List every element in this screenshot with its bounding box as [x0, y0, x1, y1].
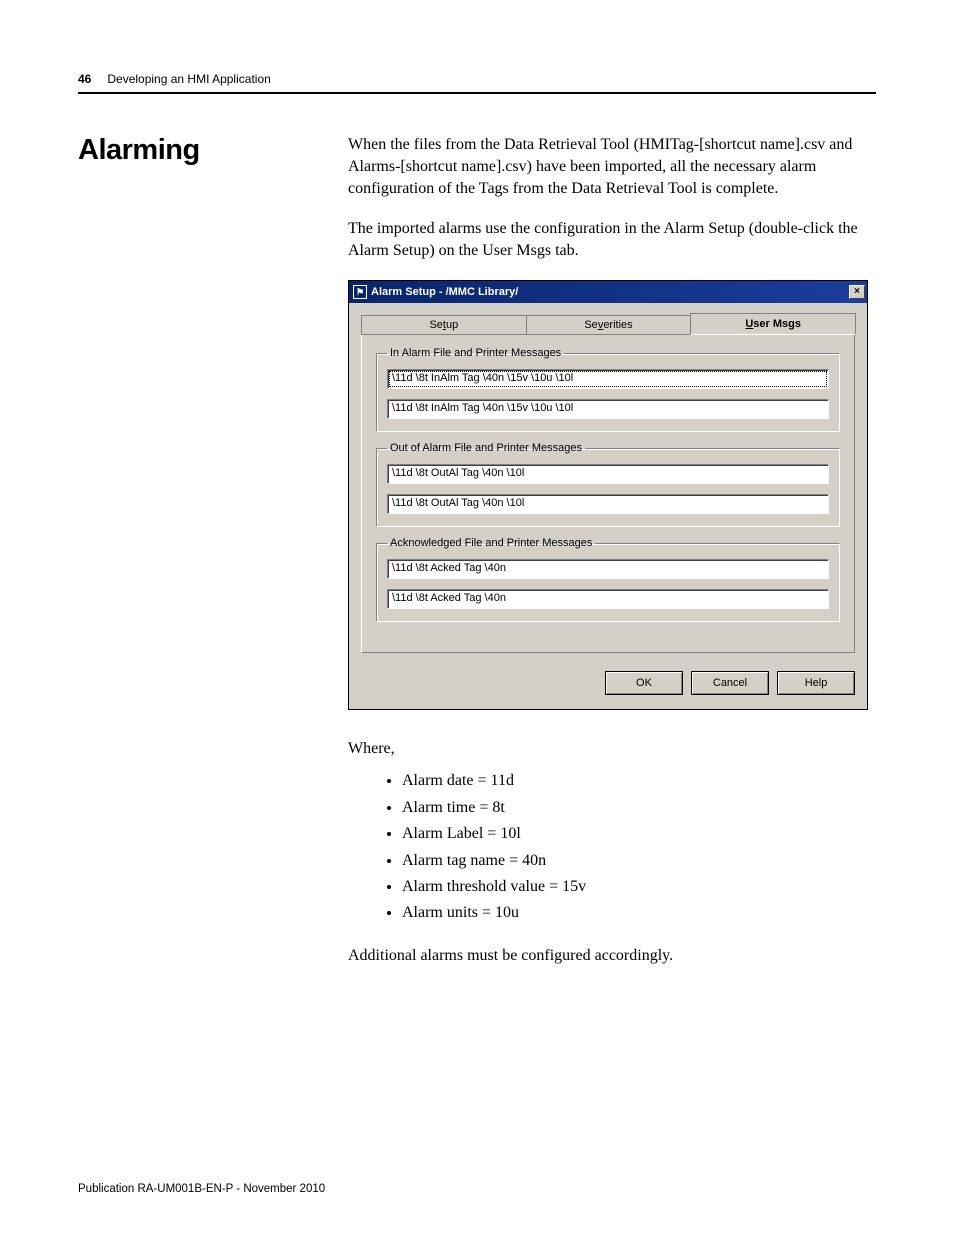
alarm-setup-dialog: ⚑ Alarm Setup - /MMC Library/ × Setup Sev… — [348, 280, 868, 710]
group-legend: In Alarm File and Printer Messages — [387, 347, 564, 359]
group-legend: Out of Alarm File and Printer Messages — [387, 442, 585, 454]
message-group: In Alarm File and Printer Messages \11d \… — [376, 347, 840, 432]
tab-setup[interactable]: Setup — [361, 315, 527, 335]
tab-user-msgs[interactable]: User Msgs — [690, 313, 856, 335]
definition-item: Alarm date = 11d — [402, 768, 876, 794]
tab-strip: Setup Severities User Msgs — [361, 311, 855, 335]
group-legend: Acknowledged File and Printer Messages — [387, 537, 595, 549]
chapter-title: Developing an HMI Application — [107, 72, 270, 86]
definition-item: Alarm threshold value = 15v — [402, 874, 876, 900]
tab-label: Setup — [429, 319, 458, 331]
definition-item: Alarm tag name = 40n — [402, 848, 876, 874]
section-heading: Alarming — [78, 134, 348, 167]
message-group: Out of Alarm File and Printer Messages \1… — [376, 442, 840, 527]
cancel-button[interactable]: Cancel — [691, 671, 769, 695]
definition-item: Alarm units = 10u — [402, 900, 876, 926]
definition-item: Alarm Label = 10l — [402, 821, 876, 847]
dialog-title: Alarm Setup - /MMC Library/ — [371, 286, 849, 298]
tab-label: User Msgs — [745, 318, 801, 330]
tab-label: Severities — [584, 319, 632, 331]
message-format-input[interactable]: \11d \8t InAlm Tag \40n \15v \10u \10l — [387, 369, 829, 389]
definitions-list: Alarm date = 11dAlarm time = 8tAlarm Lab… — [402, 768, 876, 926]
message-format-input[interactable]: \11d \8t InAlm Tag \40n \15v \10u \10l — [387, 399, 829, 419]
paragraph-2: The imported alarms use the configuratio… — [348, 218, 876, 262]
ok-button[interactable]: OK — [605, 671, 683, 695]
message-format-input[interactable]: \11d \8t Acked Tag \40n — [387, 559, 829, 579]
message-format-input[interactable]: \11d \8t OutAl Tag \40n \10l — [387, 464, 829, 484]
where-label: Where, — [348, 738, 876, 760]
help-button[interactable]: Help — [777, 671, 855, 695]
app-icon: ⚑ — [353, 285, 367, 299]
message-format-input[interactable]: \11d \8t OutAl Tag \40n \10l — [387, 494, 829, 514]
definition-item: Alarm time = 8t — [402, 795, 876, 821]
tab-panel-user-msgs: In Alarm File and Printer Messages \11d \… — [361, 334, 855, 653]
paragraph-1: When the files from the Data Retrieval T… — [348, 134, 876, 200]
header-rule — [78, 92, 876, 94]
tab-severities[interactable]: Severities — [526, 315, 692, 335]
close-icon[interactable]: × — [849, 285, 865, 299]
paragraph-3: Additional alarms must be configured acc… — [348, 945, 876, 967]
message-format-input[interactable]: \11d \8t Acked Tag \40n — [387, 589, 829, 609]
dialog-titlebar[interactable]: ⚑ Alarm Setup - /MMC Library/ × — [349, 281, 867, 303]
page-number: 46 — [78, 72, 91, 86]
publication-footer: Publication RA-UM001B-EN-P - November 20… — [78, 1183, 325, 1195]
message-group: Acknowledged File and Printer Messages \1… — [376, 537, 840, 622]
page-header: 46 Developing an HMI Application — [78, 72, 876, 86]
